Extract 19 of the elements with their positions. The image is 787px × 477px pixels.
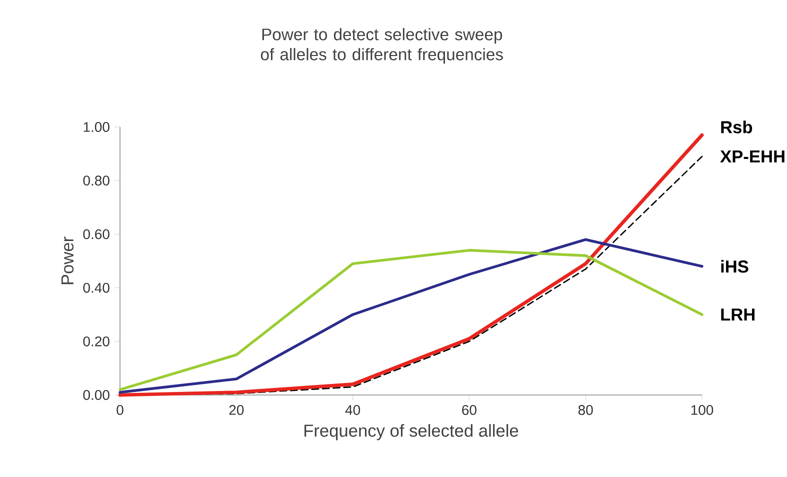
x-axis-title: Frequency of selected allele [304, 424, 518, 440]
x-tick-label: 20 [229, 405, 244, 415]
x-tick-label: 0 [116, 405, 124, 415]
x-tick-label: 80 [578, 405, 593, 415]
series-label: XP-EHH [720, 150, 784, 162]
y-tick-label: 1.00 [84, 122, 110, 132]
y-tick-label: 0.80 [83, 176, 110, 186]
chart-title: Power to detect selective sweep of alleles to different frequencies [260, 28, 503, 64]
y-tick-label: 0.40 [83, 282, 110, 293]
series-label: LRH [721, 308, 755, 321]
y-tick-label: 0.00 [83, 390, 110, 400]
series-label: iHS [721, 260, 748, 273]
x-tick-label: 40 [345, 405, 360, 415]
x-tick-label: 60 [462, 405, 476, 415]
y-axis-title: Power [61, 236, 74, 284]
x-tick-label: 100 [691, 405, 714, 415]
y-tick-label: 0.20 [83, 336, 110, 346]
series-label: Rsb [721, 120, 752, 134]
y-tick-label: 0.60 [83, 229, 110, 240]
